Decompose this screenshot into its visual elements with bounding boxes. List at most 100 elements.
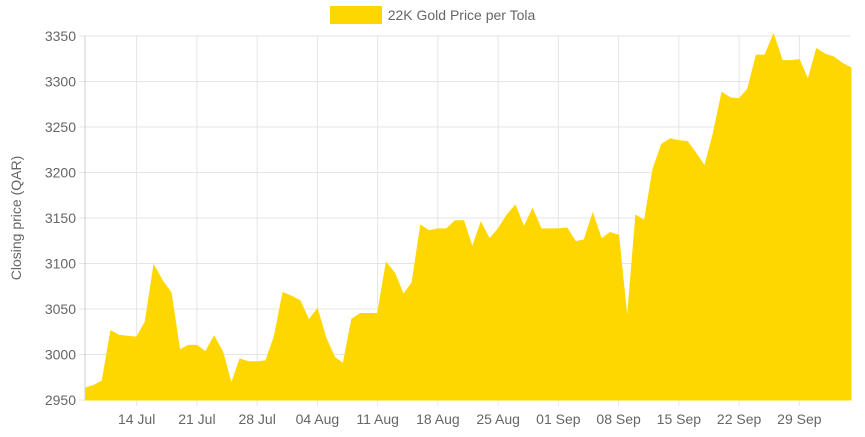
data-point[interactable] (634, 213, 638, 217)
data-point[interactable] (247, 360, 251, 364)
data-point[interactable] (556, 227, 560, 231)
x-tick-label: 22 Sep (717, 411, 762, 427)
data-point[interactable] (840, 61, 844, 65)
data-point[interactable] (582, 238, 586, 242)
data-point[interactable] (815, 47, 819, 51)
data-point[interactable] (462, 219, 466, 223)
data-point[interactable] (358, 312, 362, 316)
legend[interactable]: 22K Gold Price per Tola (0, 4, 865, 26)
data-point[interactable] (117, 333, 121, 337)
data-point[interactable] (315, 307, 319, 311)
data-point[interactable] (797, 58, 801, 62)
data-point[interactable] (350, 317, 354, 321)
data-point[interactable] (470, 245, 474, 249)
data-point[interactable] (479, 221, 483, 225)
data-point[interactable] (255, 360, 259, 364)
data-point[interactable] (505, 213, 509, 217)
data-point[interactable] (565, 226, 569, 230)
data-point[interactable] (178, 348, 182, 352)
data-point[interactable] (290, 294, 294, 298)
data-point[interactable] (100, 379, 104, 383)
data-point[interactable] (238, 357, 242, 361)
data-point[interactable] (539, 227, 543, 231)
data-point[interactable] (789, 59, 793, 63)
data-point[interactable] (531, 207, 535, 211)
data-point[interactable] (720, 90, 724, 94)
data-point[interactable] (574, 240, 578, 244)
data-point[interactable] (143, 320, 147, 324)
data-point[interactable] (229, 382, 233, 386)
legend-label[interactable]: 22K Gold Price per Tola (387, 7, 536, 23)
data-point[interactable] (496, 227, 500, 231)
series-area (84, 32, 853, 401)
data-point[interactable] (488, 237, 492, 241)
data-point[interactable] (195, 343, 199, 347)
data-point[interactable] (126, 334, 130, 338)
data-point[interactable] (522, 225, 526, 229)
data-point[interactable] (341, 362, 345, 366)
data-point[interactable] (823, 52, 827, 56)
data-point[interactable] (668, 137, 672, 141)
data-point[interactable] (513, 203, 517, 207)
data-point[interactable] (186, 343, 190, 347)
data-point[interactable] (427, 229, 431, 233)
y-tick-label: 3050 (45, 301, 76, 317)
data-point[interactable] (599, 237, 603, 241)
data-point[interactable] (703, 164, 707, 168)
data-point[interactable] (367, 312, 371, 316)
data-point[interactable] (444, 227, 448, 231)
series-area-fill[interactable] (84, 32, 852, 401)
data-point[interactable] (772, 32, 776, 36)
data-point[interactable] (169, 291, 173, 295)
data-point[interactable] (729, 96, 733, 100)
y-tick-label: 3150 (45, 210, 76, 226)
data-point[interactable] (109, 329, 113, 333)
data-point[interactable] (651, 167, 655, 171)
data-point[interactable] (152, 263, 156, 267)
data-point[interactable] (92, 383, 96, 387)
data-point[interactable] (617, 233, 621, 237)
data-point[interactable] (660, 142, 664, 146)
data-point[interactable] (806, 78, 810, 82)
y-axis-label: Closing price (QAR) (8, 156, 24, 280)
data-point[interactable] (746, 87, 750, 91)
data-point[interactable] (694, 151, 698, 155)
data-point[interactable] (625, 318, 629, 322)
data-point[interactable] (272, 334, 276, 338)
data-point[interactable] (677, 139, 681, 143)
data-point[interactable] (436, 227, 440, 231)
data-point[interactable] (608, 231, 612, 235)
data-point[interactable] (393, 272, 397, 276)
data-point[interactable] (264, 359, 268, 363)
data-point[interactable] (832, 55, 836, 59)
data-point[interactable] (376, 312, 380, 316)
data-point[interactable] (160, 279, 164, 283)
data-point[interactable] (298, 299, 302, 303)
data-point[interactable] (281, 291, 285, 295)
data-point[interactable] (780, 59, 784, 63)
legend-swatch[interactable] (329, 6, 382, 24)
data-point[interactable] (419, 223, 423, 227)
data-point[interactable] (737, 97, 741, 101)
axes: 2950 3000 3050 3100 3150 3200 3250 3300 3350 14 J… (45, 28, 822, 427)
data-point[interactable] (203, 350, 207, 354)
data-point[interactable] (384, 261, 388, 265)
data-point[interactable] (410, 281, 414, 285)
data-point[interactable] (333, 355, 337, 359)
data-point[interactable] (307, 318, 311, 322)
data-point[interactable] (221, 350, 225, 354)
data-point[interactable] (135, 335, 139, 339)
data-point[interactable] (849, 66, 853, 70)
data-point[interactable] (548, 227, 552, 231)
data-point[interactable] (711, 131, 715, 135)
data-point[interactable] (212, 334, 216, 338)
data-point[interactable] (324, 336, 328, 340)
data-point[interactable] (453, 219, 457, 223)
data-point[interactable] (685, 140, 689, 144)
data-point[interactable] (642, 219, 646, 223)
data-point[interactable] (591, 211, 595, 215)
data-point[interactable] (763, 53, 767, 57)
data-point[interactable] (754, 53, 758, 57)
data-point[interactable] (401, 292, 405, 296)
